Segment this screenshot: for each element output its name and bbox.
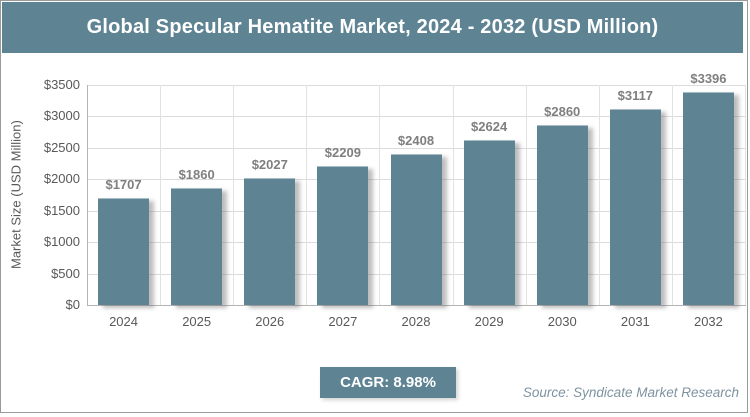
v-gridline bbox=[160, 85, 162, 305]
bar-value-label: $2408 bbox=[397, 132, 435, 148]
y-tick-label: $500 bbox=[51, 265, 80, 281]
x-axis-label: 2024 bbox=[109, 314, 138, 329]
bar-value-label: $3117 bbox=[617, 88, 654, 104]
x-axis-label: 2032 bbox=[693, 314, 723, 329]
bar-2026 bbox=[244, 177, 296, 305]
y-tick-label: $3000 bbox=[43, 108, 80, 124]
chart-title: Global Specular Hematite Market, 2024 - … bbox=[86, 16, 659, 38]
bar-value-label: $1707 bbox=[105, 176, 142, 192]
x-axis-label: 2029 bbox=[474, 314, 504, 329]
v-gridline bbox=[745, 85, 746, 305]
chart-title-bar: Global Specular Hematite Market, 2024 - … bbox=[2, 2, 743, 53]
v-gridline bbox=[598, 85, 600, 305]
v-gridline bbox=[306, 85, 308, 305]
y-tick-label: $0 bbox=[65, 297, 80, 312]
h-gridline bbox=[87, 147, 745, 149]
x-axis-label: 2026 bbox=[255, 314, 285, 329]
x-axis-label: 2027 bbox=[328, 314, 358, 329]
bar-value-label: $2209 bbox=[324, 145, 361, 161]
bar-2024 bbox=[98, 197, 150, 305]
v-gridline bbox=[379, 85, 381, 305]
bar-value-label: $2027 bbox=[251, 156, 288, 172]
bar-2029 bbox=[463, 140, 515, 305]
y-axis-line bbox=[87, 85, 88, 306]
y-tick-label: $2500 bbox=[43, 139, 80, 155]
source-text: Source: Syndicate Market Research bbox=[522, 385, 739, 400]
v-gridline bbox=[233, 85, 235, 305]
y-tick-label: $2000 bbox=[43, 171, 80, 187]
bar-2028 bbox=[390, 153, 442, 305]
bar-2027 bbox=[317, 166, 369, 305]
h-gridline bbox=[87, 116, 745, 118]
bar-2030 bbox=[536, 125, 588, 305]
bar-value-label: $3396 bbox=[690, 70, 727, 86]
y-tick-label: $3500 bbox=[43, 77, 80, 92]
v-gridline bbox=[525, 85, 527, 305]
cagr-badge: CAGR: 8.98% bbox=[320, 367, 456, 398]
bar-value-label: $2624 bbox=[471, 119, 508, 135]
bar-2032 bbox=[682, 91, 734, 305]
h-gridline bbox=[87, 85, 745, 86]
x-axis-label: 2028 bbox=[401, 314, 431, 329]
x-axis-label: 2030 bbox=[547, 314, 577, 329]
bar-value-label: $2860 bbox=[544, 104, 581, 120]
x-axis-label: 2031 bbox=[620, 314, 650, 329]
y-tick-label: $1000 bbox=[43, 234, 80, 250]
bar-2031 bbox=[609, 109, 661, 305]
v-gridline bbox=[452, 85, 454, 305]
y-tick-label: $1500 bbox=[43, 202, 80, 218]
x-axis-label: 2025 bbox=[182, 314, 212, 329]
bar-value-label: $1860 bbox=[178, 167, 215, 183]
x-axis-line bbox=[87, 305, 746, 306]
v-gridline bbox=[671, 85, 673, 305]
bar-2025 bbox=[171, 188, 223, 305]
